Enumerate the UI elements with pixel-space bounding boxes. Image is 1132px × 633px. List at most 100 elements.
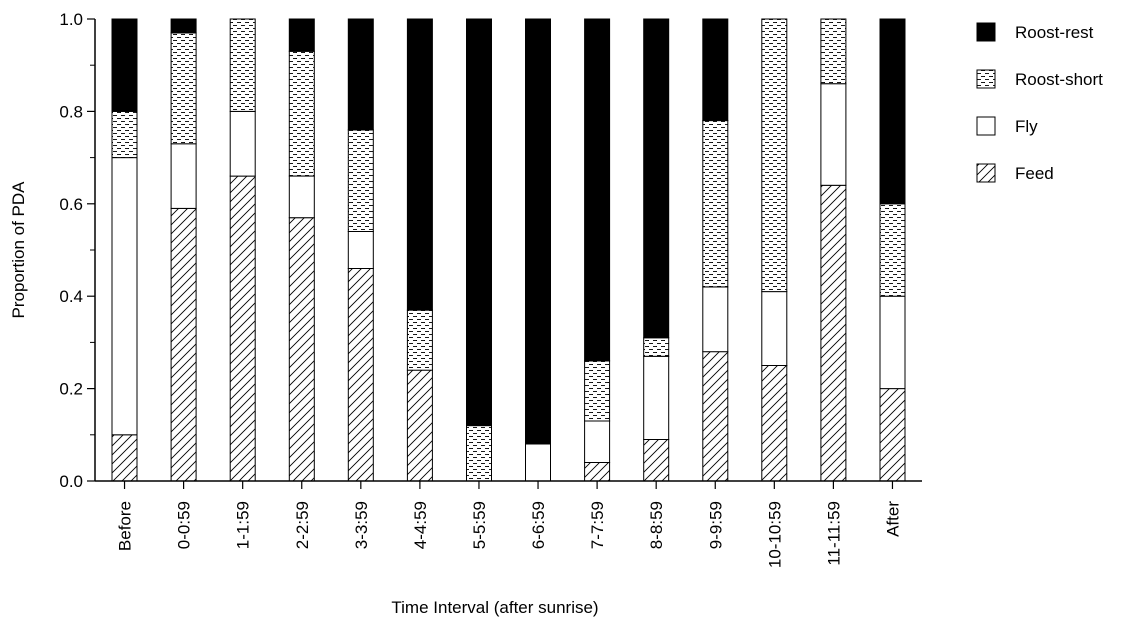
bar-stack-7-7-59: [584, 18, 611, 482]
legend-item-roost-rest: Roost-rest: [976, 22, 1094, 42]
x-tick-label: 4-4:59: [411, 501, 430, 549]
x-tick-label: After: [884, 501, 903, 537]
bar-segment-roost-rest-6-6-59: [525, 18, 551, 445]
bar-segment-roost-rest-after: [879, 18, 906, 205]
bar-segment-fly-9-9-59: [702, 286, 729, 353]
bar-segment-fly-7-7-59: [584, 420, 611, 463]
y-tick-label: 0.0: [59, 472, 83, 491]
legend-swatch: [976, 69, 996, 89]
legend-swatch: [976, 116, 996, 136]
x-tick-label: 1-1:59: [234, 501, 253, 549]
bar-segment-feed-before: [111, 434, 138, 482]
bar-segment-roost-rest-2-2-59: [288, 18, 315, 52]
bar-stack-11-11-59: [820, 18, 847, 482]
bar-segment-feed-8-8-59: [643, 438, 670, 482]
y-tick-label: 1.0: [59, 10, 83, 29]
bar-segment-feed-1-1-59: [229, 175, 256, 482]
bar-segment-roost-short-after: [879, 203, 906, 297]
bar-segment-roost-rest-7-7-59: [584, 18, 611, 362]
bar-segment-roost-short-3-3-59: [347, 129, 374, 232]
bar-segment-feed-3-3-59: [347, 268, 374, 482]
x-tick-label: 10-10:59: [765, 501, 784, 568]
bar-segment-roost-rest-5-5-59: [466, 18, 492, 427]
legend: Roost-rest Roost-short Fly Feed: [976, 22, 1103, 183]
x-tick-label: 5-5:59: [470, 501, 489, 549]
bar-segment-fly-10-10-59: [761, 291, 788, 367]
legend-label: Feed: [1015, 164, 1054, 183]
legend-item-fly: Fly: [976, 116, 1038, 136]
legend-swatch: [976, 22, 996, 42]
bar-segment-feed-7-7-59: [584, 462, 611, 482]
legend-item-feed: Feed: [976, 163, 1054, 183]
bar-segment-roost-rest-9-9-59: [702, 18, 729, 122]
bar-stack-10-10-59: [761, 18, 788, 482]
bar-segment-fly-2-2-59: [288, 175, 315, 219]
bar-segment-roost-short-2-2-59: [288, 50, 315, 177]
bar-stack-6-6-59: [525, 18, 551, 482]
bar-segment-roost-rest-0-0-59: [170, 18, 197, 34]
axes-layer: [94, 19, 922, 482]
bar-stack-2-2-59: [288, 18, 315, 482]
legend-label: Roost-rest: [1015, 23, 1094, 42]
bar-segment-feed-after: [879, 388, 906, 482]
bar-segment-roost-short-5-5-59: [466, 425, 492, 482]
bar-segment-roost-short-1-1-59: [229, 18, 256, 112]
bar-stack-after: [879, 18, 906, 482]
x-tick-label: 0-0:59: [175, 501, 194, 549]
bar-segment-fly-11-11-59: [820, 83, 847, 186]
x-tick-label: 6-6:59: [529, 501, 548, 549]
bar-segment-roost-short-4-4-59: [406, 309, 433, 371]
bar-segment-fly-0-0-59: [170, 143, 197, 209]
bar-segment-roost-short-8-8-59: [643, 337, 670, 357]
bar-segment-feed-2-2-59: [288, 217, 315, 482]
x-axis-label: Time Interval (after sunrise): [391, 598, 598, 617]
x-tick-label: 9-9:59: [706, 501, 725, 549]
legend-swatch: [976, 163, 996, 183]
bar-segment-fly-before: [111, 157, 138, 436]
bar-stack-5-5-59: [466, 18, 492, 482]
legend-item-roost-short: Roost-short: [976, 69, 1103, 89]
bar-segment-roost-rest-8-8-59: [643, 18, 670, 339]
bar-segment-feed-9-9-59: [702, 351, 729, 482]
bar-segment-feed-0-0-59: [170, 207, 197, 482]
y-tick-label: 0.4: [59, 287, 83, 306]
bar-segment-roost-short-11-11-59: [820, 18, 847, 85]
y-tick-label: 0.6: [59, 195, 83, 214]
x-tick-label: Before: [116, 501, 135, 551]
bar-segment-roost-short-0-0-59: [170, 32, 197, 145]
bar-segment-fly-3-3-59: [347, 231, 374, 269]
bar-stack-0-0-59: [170, 18, 197, 482]
bar-stack-before: [111, 18, 138, 482]
bar-segment-fly-after: [879, 295, 906, 390]
bar-stack-8-8-59: [643, 18, 670, 482]
x-tick-label: 8-8:59: [647, 501, 666, 549]
bar-segment-roost-rest-4-4-59: [406, 18, 433, 311]
bar-stack-4-4-59: [406, 18, 433, 482]
bar-segment-fly-1-1-59: [229, 110, 256, 177]
bar-stack-1-1-59: [229, 18, 256, 482]
bar-segment-roost-rest-before: [111, 18, 138, 112]
y-axis-label: Proportion of PDA: [9, 181, 28, 319]
y-tick-label: 0.8: [59, 102, 83, 121]
x-tick-label: 7-7:59: [588, 501, 607, 549]
y-tick-label: 0.2: [59, 380, 83, 399]
bar-segment-roost-short-9-9-59: [702, 120, 729, 288]
bar-segment-roost-rest-3-3-59: [347, 18, 374, 131]
bar-segment-fly-8-8-59: [643, 355, 670, 440]
bar-segment-feed-11-11-59: [820, 184, 847, 482]
legend-label: Roost-short: [1015, 70, 1103, 89]
x-tick-label: 3-3:59: [352, 501, 371, 549]
bar-stack-3-3-59: [347, 18, 374, 482]
bar-segment-fly-6-6-59: [525, 443, 551, 482]
bar-segment-feed-4-4-59: [406, 369, 433, 482]
bars-layer: [111, 18, 906, 482]
bar-segment-feed-10-10-59: [761, 365, 788, 482]
x-tick-label: 11-11:59: [824, 501, 843, 566]
bar-segment-roost-short-before: [111, 110, 138, 159]
bar-stack-9-9-59: [702, 18, 729, 482]
legend-label: Fly: [1015, 117, 1038, 136]
x-ticks: Before 0-0:59 1-1:59 2-2:59 3-3:59 4-4:59 5-5:…: [116, 481, 903, 568]
bar-segment-roost-short-7-7-59: [584, 360, 611, 422]
